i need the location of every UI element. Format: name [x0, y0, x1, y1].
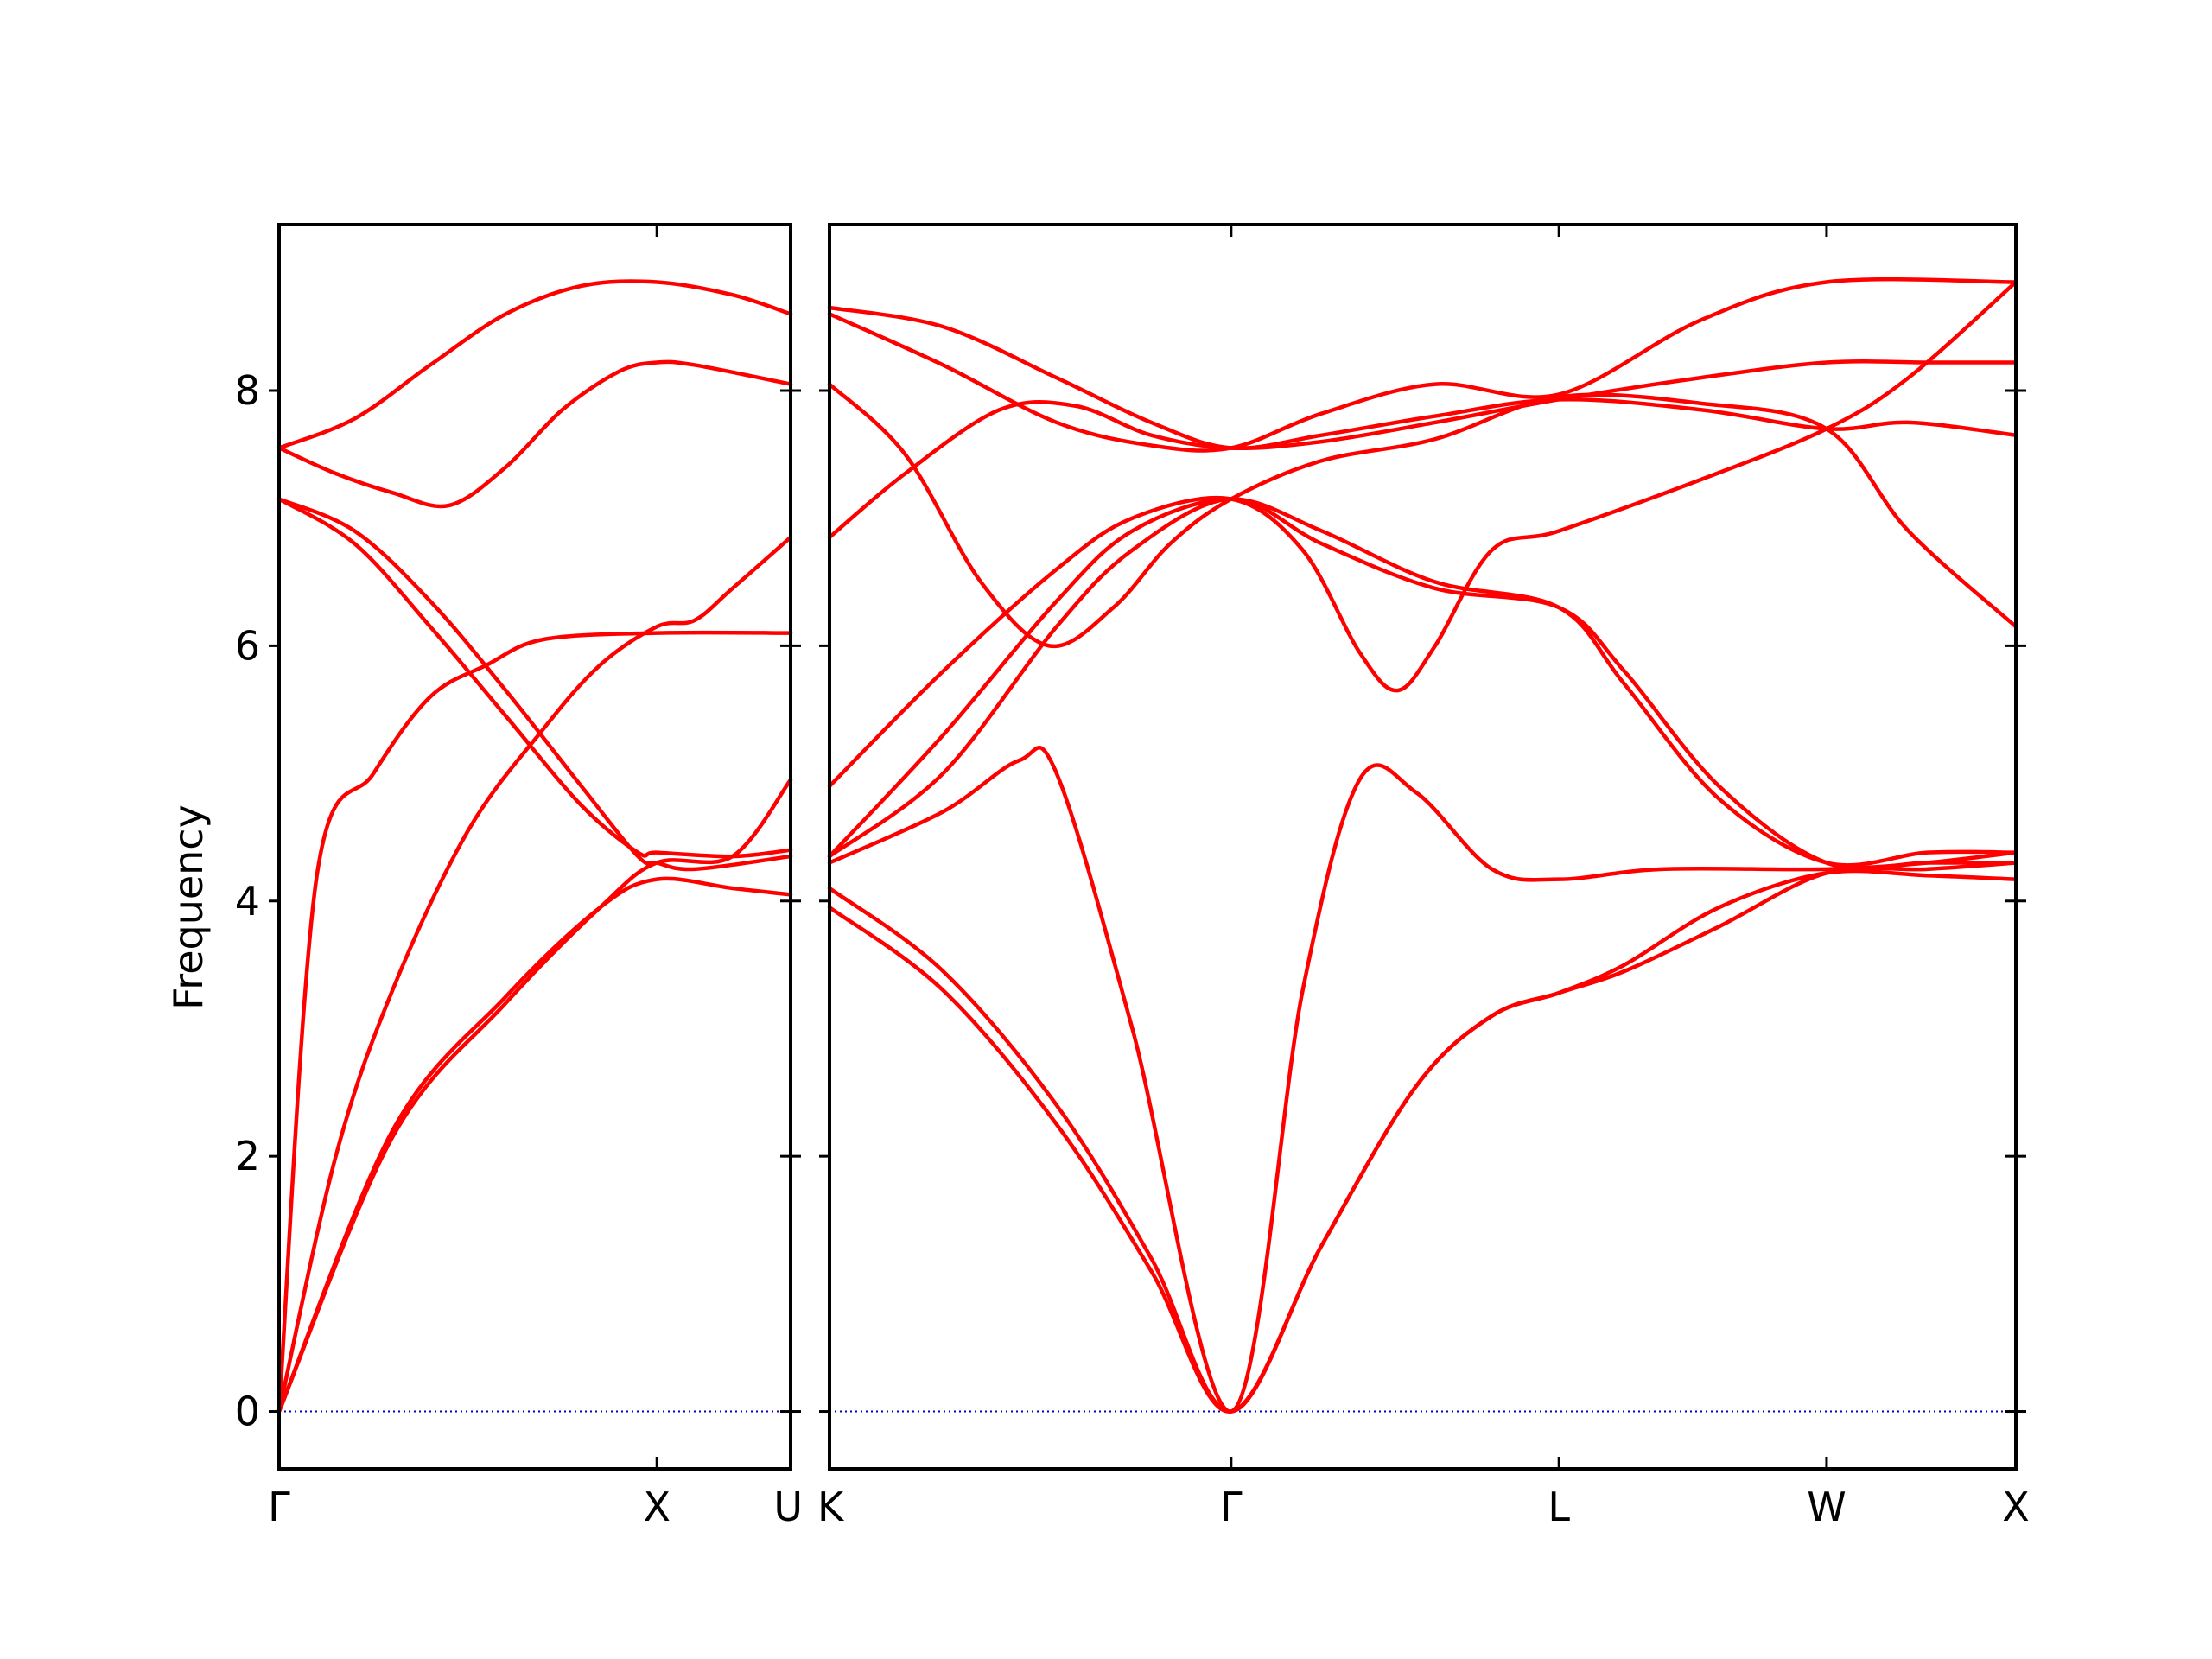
phonon-band-1 [276, 535, 793, 1414]
y-tick-label: 6 [235, 622, 260, 669]
phonon-band-5 [827, 497, 2018, 868]
phonon-band-3 [276, 279, 793, 450]
x-tick-label: X [2002, 1484, 2030, 1530]
panel-left: Γ X U 0 2 4 6 8 [235, 223, 803, 1530]
phonon-band-6 [276, 630, 793, 1414]
plot-frame [828, 223, 2018, 1471]
phonon-band-8 [276, 778, 793, 1414]
y-tick-label: 0 [235, 1389, 260, 1435]
x-tick-label: L [1548, 1484, 1570, 1530]
phonon-band-3 [827, 746, 2018, 1414]
x-tick-label: W [1807, 1484, 1846, 1530]
phonon-band-7 [276, 876, 793, 1414]
phonon-band-2 [827, 868, 2018, 1414]
phonon-band-10 [827, 305, 2018, 451]
x-tick-label: Γ [1220, 1484, 1243, 1530]
y-tick-label: 8 [235, 367, 260, 414]
phonon-band-1 [827, 861, 2018, 1414]
plot-frame [277, 223, 792, 1471]
phonon-band-4 [276, 497, 793, 872]
y-tick-label: 2 [235, 1133, 260, 1179]
x-tick-label: K [817, 1484, 845, 1530]
phonon-band-6 [827, 280, 2018, 789]
x-tick-label: Γ [268, 1484, 290, 1530]
x-tick-label: X [643, 1484, 671, 1530]
phonon-band-2 [276, 359, 793, 509]
phonon-band-7 [827, 359, 2018, 540]
x-tick-label: U [773, 1484, 803, 1530]
y-tick-label: 4 [235, 878, 260, 925]
phonon-band-9 [827, 276, 2018, 453]
phonon-band-5 [276, 497, 793, 859]
y-axis-label: Frequency [165, 804, 212, 1010]
phonon-band-4 [827, 497, 2018, 871]
